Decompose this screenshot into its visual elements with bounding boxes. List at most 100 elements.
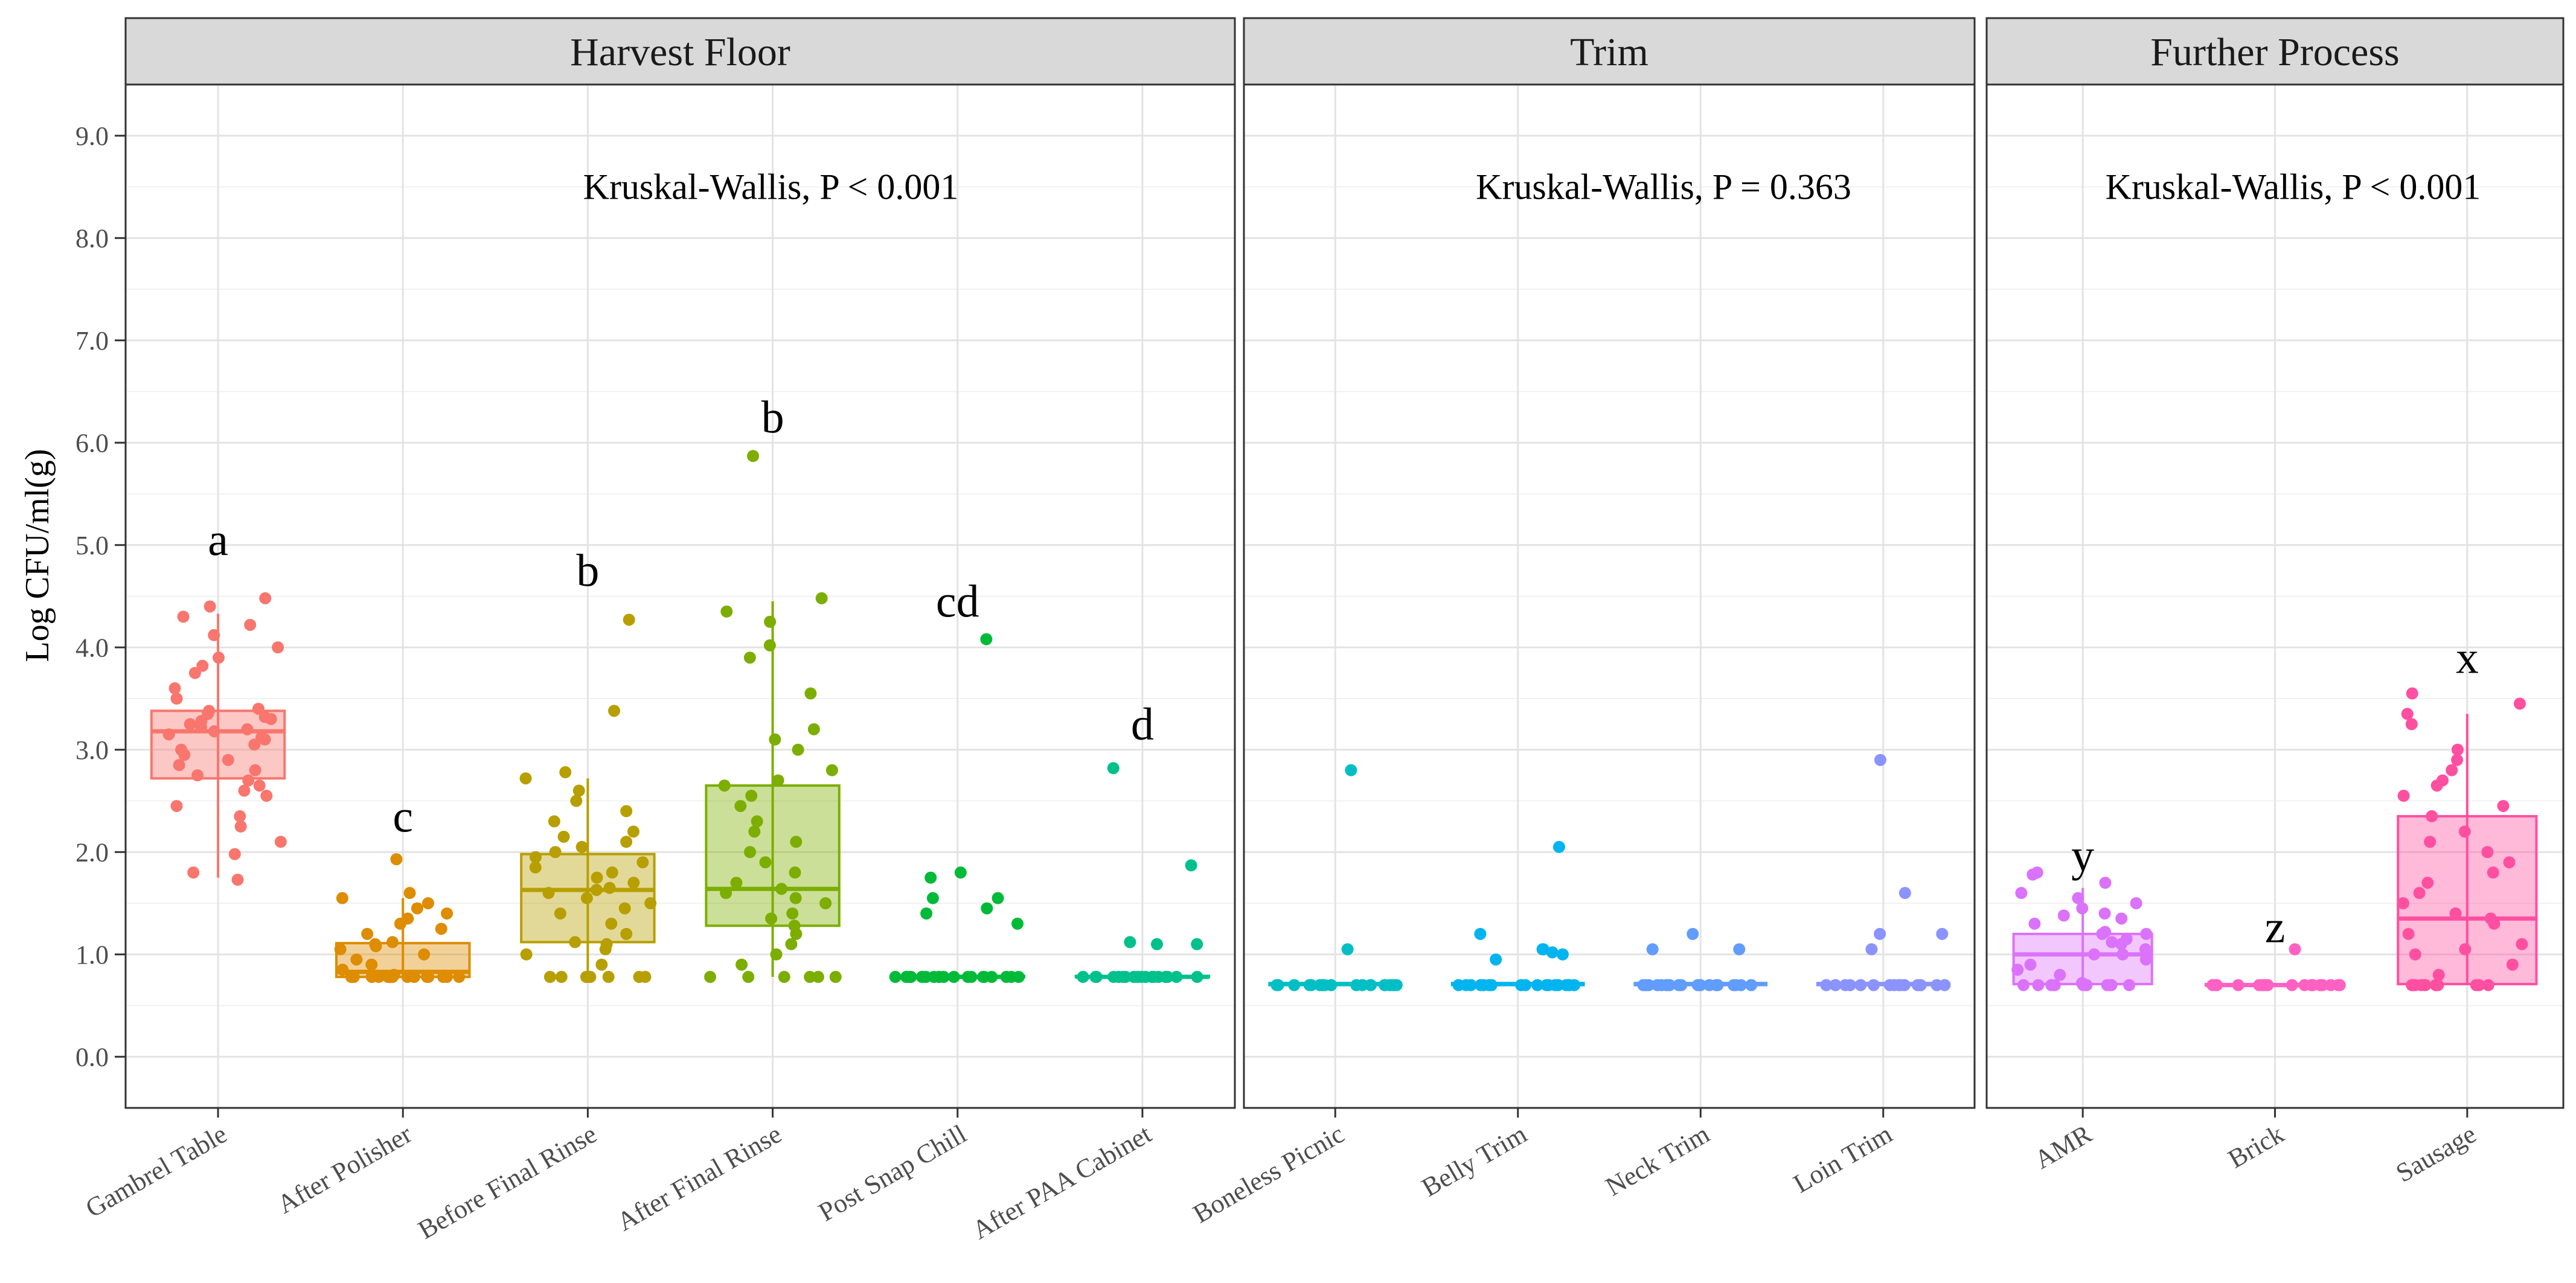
data-point [249, 764, 261, 776]
data-point [1000, 971, 1013, 984]
data-point [2409, 948, 2421, 961]
data-point [790, 836, 803, 848]
data-point [1128, 971, 1141, 984]
data-point [2072, 892, 2084, 904]
data-point [742, 971, 755, 984]
y-tick-label: 3.0 [75, 735, 109, 765]
y-tick-label: 8.0 [75, 223, 109, 253]
data-point [2432, 968, 2445, 981]
data-point [627, 825, 639, 838]
data-point [1191, 971, 1203, 984]
data-point [2024, 958, 2037, 971]
category-group [1450, 840, 1585, 991]
data-point [2332, 979, 2345, 991]
data-point [2289, 943, 2301, 956]
data-point [769, 733, 781, 746]
data-point [636, 856, 649, 869]
data-point [744, 846, 757, 859]
data-point [789, 866, 801, 879]
data-point [403, 887, 416, 900]
data-point [2017, 979, 2030, 991]
data-point [720, 605, 733, 618]
data-point [369, 938, 382, 950]
facet-panel: Trim Kruskal-Wallis, P = 0.363 Boneless Pi… [1188, 17, 1976, 1229]
data-point [411, 902, 423, 915]
data-point [2099, 877, 2112, 889]
data-point [1733, 943, 1746, 956]
data-point [584, 971, 597, 984]
data-point [260, 790, 273, 802]
facet-strip [124, 17, 1236, 86]
significance-letter: x [2456, 633, 2479, 683]
data-point [980, 633, 993, 645]
data-point [530, 851, 542, 863]
data-point [1646, 943, 1659, 956]
data-point [1820, 979, 1833, 991]
data-point [2106, 936, 2118, 949]
data-point [620, 836, 633, 848]
data-point [2419, 979, 2432, 991]
data-point [1703, 979, 1716, 991]
data-point [1011, 917, 1024, 930]
data-point [1531, 979, 1544, 991]
x-tick-label: AMR [2030, 1119, 2097, 1175]
data-point [177, 610, 190, 623]
data-point [775, 883, 788, 895]
data-point [804, 971, 816, 984]
data-point [543, 971, 556, 984]
data-point [745, 790, 758, 802]
data-point [829, 971, 842, 984]
box [2397, 814, 2538, 985]
data-point [2116, 948, 2129, 961]
y-tick-label: 9.0 [75, 121, 109, 151]
data-point [234, 820, 247, 833]
data-point [1874, 927, 1886, 940]
data-point [191, 769, 204, 782]
data-point [234, 810, 246, 822]
data-point [1170, 971, 1183, 984]
data-point [1874, 753, 1886, 766]
data-point [759, 856, 772, 869]
data-point [1185, 859, 1197, 872]
data-point [1515, 979, 1528, 991]
data-point [435, 923, 447, 935]
data-point [2032, 979, 2045, 991]
category-group: x [2397, 633, 2538, 991]
data-point [1452, 979, 1465, 991]
data-point [1089, 971, 1102, 984]
data-point [2458, 825, 2471, 838]
x-tick-label: After Final Rinse [612, 1119, 786, 1237]
data-point [253, 779, 266, 792]
data-point [1464, 979, 1477, 991]
data-point [770, 948, 783, 961]
data-point [173, 759, 185, 772]
data-point [734, 799, 747, 812]
data-point [440, 971, 453, 984]
data-point [947, 971, 960, 984]
data-point [2409, 979, 2421, 991]
data-point [595, 958, 608, 971]
data-point [2099, 926, 2112, 938]
data-point [1729, 979, 1742, 991]
data-point [1364, 979, 1377, 991]
data-point [2484, 912, 2497, 925]
data-point [954, 866, 967, 879]
data-point [2451, 743, 2464, 756]
data-point [365, 971, 378, 984]
y-axis-title: Log CFU/ml(g) [19, 449, 56, 662]
data-point [238, 784, 251, 797]
category-group: b [519, 546, 657, 984]
data-point [422, 971, 435, 984]
data-point [386, 936, 399, 949]
data-point [390, 853, 403, 866]
panel-border [1243, 83, 1976, 1109]
data-point [2503, 856, 2516, 869]
data-point [203, 705, 216, 717]
data-point [961, 971, 974, 984]
data-point [1150, 938, 1163, 950]
data-point [1663, 979, 1676, 991]
data-point [2482, 979, 2494, 991]
data-point [2087, 948, 2100, 961]
category-group: c [334, 791, 471, 984]
data-point [718, 779, 731, 792]
